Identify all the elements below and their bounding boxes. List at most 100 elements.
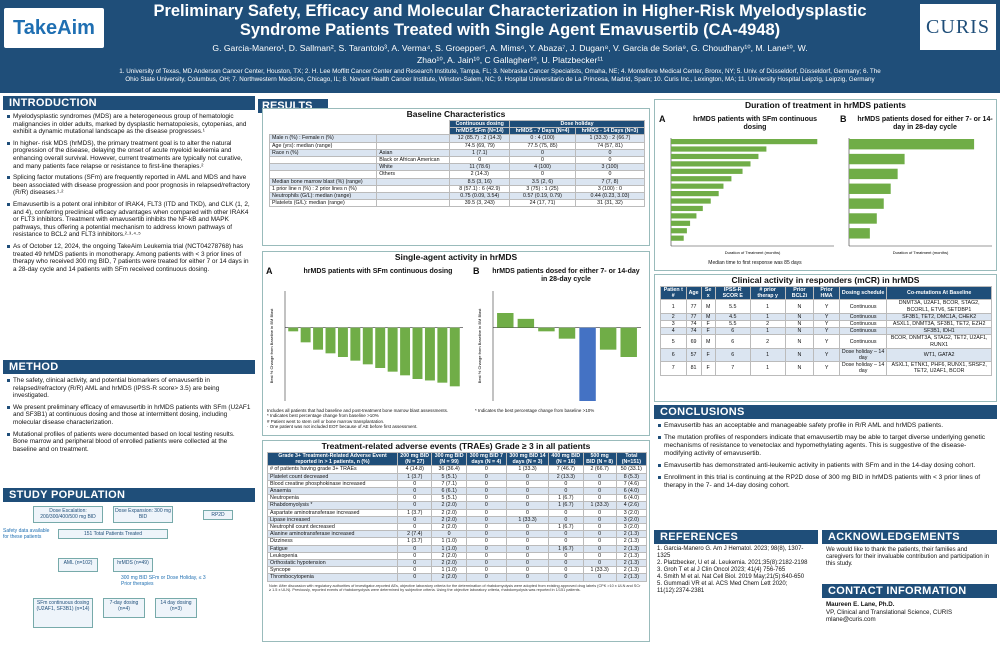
median-response: Median time to first response was 85 day… [708,260,802,266]
swimmer-bar [671,139,818,145]
table-cell: ASXL1, DNMT3A, SF3B1, TET2, EZH2 [886,320,992,329]
table-row: 1 77 M 5.5 1 N Y Continuous DNMT3A, U2AF1, BCOR,… [660,299,992,314]
swimmer-bar [671,191,719,197]
table-cell: 2 (1.3) [615,551,648,561]
table-cell: 2 (2.0) [431,573,467,582]
table-cell: M [700,334,716,349]
single-agent-title: Single-agent activity in hrMDS [394,252,518,262]
mcr-col: Age [685,285,702,301]
waterfall-bar [449,327,460,387]
table-cell: 1 (1.0) [431,544,467,553]
table-cell: 0 [465,508,507,517]
table-cell: 0 [396,559,433,568]
table-cell: 0 [548,559,584,568]
mcr-title: Clinical activity in responders (mCR) in… [731,275,920,285]
table-cell: 1 (3.7) [396,472,433,481]
table-cell: 2 (2.0) [431,508,467,517]
table-cell: 0 [505,544,550,553]
note: Includes all patients that had baseline … [267,408,449,413]
affil-line-1: 1. University of Texas, MD Anderson Canc… [119,68,881,75]
table-cell: 0 [574,148,646,158]
table-row: 6 57 F 6 1 N Y Dose holiday – 14 day WT1, GATA2 [660,347,992,363]
table-cell: Continuous [838,327,888,336]
table-cell: Y [813,327,840,336]
table-cell: 0 [582,508,617,517]
conclusion-item: Emavusertib has an acceptable and manage… [658,422,993,430]
swimmer-bar [671,198,711,204]
swimmer-bar [849,153,905,165]
swimmer-bar [671,228,687,234]
table-cell: 8 (5.3) [615,472,648,481]
table-cell: 0 [396,544,433,553]
table-cell: 74 (57, 81) [574,141,646,150]
table-cell: Rhabdomyolysis * [267,501,398,510]
table-cell [376,134,451,143]
table-cell: 0 [548,573,584,582]
affil-line-2: Ohio State University, Columbus, OH; 7. … [125,76,875,84]
table-row: 3 74 F 5.5 2 N Y Continuous ASXL1, DNMT3A, SF3B1… [660,320,992,329]
table-cell: Neutrophils (G/L): median (range) [268,192,378,201]
authors-line-1: G. Garcia-Manero¹, D. Sallman², S. Taran… [212,43,808,53]
table-cell: 3 (2.0) [615,523,648,532]
table-cell: 2 (1.3) [615,566,648,575]
table-cell: Continuous [838,312,888,322]
table-cell: 1 (33.3) : 2 (66.7) [574,134,646,143]
table-cell: 2 [749,320,786,329]
table-row: Race n (%) Asian 1 (7.1) 0 0 [268,148,646,158]
table-cell: 8 (57.1) : 6 (42.9) [449,184,511,194]
table-cell: 2 (7.4) [396,530,433,539]
table-cell: 7 (7.1) [431,479,467,489]
references-heading: REFERENCES [654,530,818,544]
table-cell [268,163,378,172]
table-cell [268,170,378,179]
table-cell: 0 [548,515,584,525]
waterfall-bar [300,327,311,343]
table-cell: 6 [714,327,751,336]
waterfall-bar [337,327,348,357]
traes-col: 400 mg BID (N = 16) [548,451,584,467]
table-cell: 0 [548,566,584,575]
table-row: Male n (%) : Female n (%) 12 (85.7) : 2 (… [268,134,646,143]
table-cell: WT1, GATA2 [886,347,992,363]
table-cell: 0 [582,551,617,561]
table-cell: 1 (3.7) [396,508,433,517]
table-cell: 0 [396,494,433,503]
waterfall-bar [387,327,398,372]
table-cell: 4 (2.6) [615,501,648,510]
swimmer-bar [671,213,697,219]
table-row: Black or African American 0 0 0 [268,156,646,165]
table-cell: 1 (3.7) [396,537,433,546]
conclusion-item: The mutation profiles of responders indi… [658,434,993,458]
table-cell: Y [813,347,840,363]
table-cell: Continuous [838,299,888,314]
table-cell: Continuous [838,320,888,329]
table-cell: 4.5 [714,312,751,322]
table-row: Leukopenia 0 2 (2.0) 0 0 0 0 2 (1.3) [267,551,648,561]
table-cell: 0 [505,472,550,481]
single-agent-panel: Single-agent activity in hrMDS A hrMDS p… [262,251,650,436]
contact-role: VP, Clinical and Translational Science, … [826,608,953,616]
table-cell [376,184,451,194]
table-cell: 6 [714,334,751,349]
table-cell: 74 [685,327,702,336]
introduction-body: Myelodysplastic syndromes (MDS) are a he… [3,110,255,280]
table-cell: 0.57 (0.19, 0.79) [509,192,576,201]
table-cell: Dose holiday – 14 day [838,347,888,363]
table-cell: 0 [505,487,550,496]
flow-box-expansion: Dose Expansion: 300 mg BID [113,506,173,523]
table-cell: Black or African American [376,156,451,165]
curis-logo: CURIS [920,4,996,50]
table-cell: 74.5 (69, 79) [449,141,511,150]
table-cell: 3 [660,320,687,329]
table-cell: 7 [660,361,687,376]
waterfall-bar [517,318,535,328]
table-cell: M [700,299,716,314]
table-cell: 0 [465,494,507,503]
table-cell: 2 (2.0) [431,501,467,510]
swimmer-bar [849,168,898,180]
table-cell: 2 (2.0) [431,551,467,561]
table-row: Neutrophils (G/L): median (range) 0.75 (0… [268,192,646,201]
table-cell: 0 [582,494,617,503]
table-cell: Race n (%) [268,148,378,158]
contact-email[interactable]: mlane@curis.com [826,616,876,623]
